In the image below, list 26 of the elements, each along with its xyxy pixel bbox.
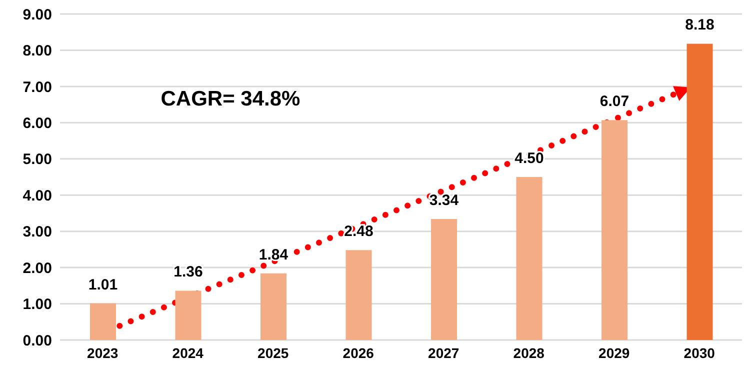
y-tick-label: 8.00 [22, 42, 52, 60]
data-label: 1.84 [258, 246, 289, 264]
y-tick-label: 5.00 [22, 151, 52, 168]
data-label: 3.34 [429, 192, 460, 210]
data-label: 6.07 [600, 93, 630, 110]
y-tick-label: 2.00 [22, 260, 52, 277]
annotation: CAGR= 34.8% [160, 87, 301, 110]
x-tick-label: 2029 [598, 344, 630, 361]
data-label: 8.18 [685, 16, 714, 34]
y-tick-label: 0.00 [22, 332, 52, 350]
y-tick-label: 3.00 [22, 224, 52, 241]
y-tick-label: 7.00 [22, 78, 52, 96]
x-tick-label: 2023 [87, 344, 118, 361]
x-tick-label: 2030 [684, 344, 716, 361]
x-tick-label: 2026 [342, 344, 374, 361]
y-tick-label: 9.00 [22, 6, 52, 24]
data-label: 2.48 [344, 223, 374, 240]
x-tick-label: 2027 [428, 344, 460, 361]
y-tick-label: 6.00 [22, 114, 52, 132]
x-tick-label: 2028 [513, 344, 545, 361]
x-tick-label: 2025 [258, 344, 289, 361]
data-label: 1.36 [174, 264, 203, 281]
y-tick-label: 4.00 [22, 187, 52, 204]
x-tick-label: 2024 [172, 344, 204, 361]
y-tick-label: 1.00 [22, 296, 52, 314]
data-label: 1.01 [88, 276, 118, 294]
